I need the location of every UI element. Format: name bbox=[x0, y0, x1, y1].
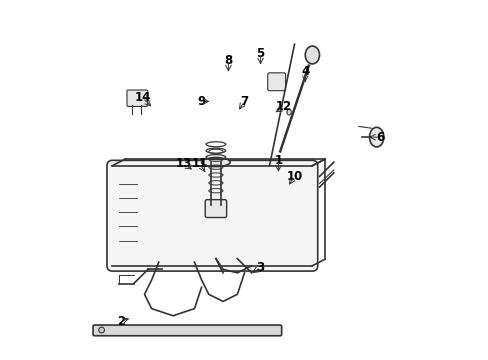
FancyBboxPatch shape bbox=[205, 200, 226, 217]
Ellipse shape bbox=[369, 127, 383, 147]
Ellipse shape bbox=[286, 109, 291, 115]
FancyBboxPatch shape bbox=[127, 90, 147, 107]
Text: 13: 13 bbox=[175, 157, 191, 170]
Text: 2: 2 bbox=[117, 315, 125, 328]
FancyBboxPatch shape bbox=[267, 73, 285, 91]
Text: 14: 14 bbox=[134, 91, 151, 104]
Text: 6: 6 bbox=[375, 131, 384, 144]
FancyBboxPatch shape bbox=[107, 160, 317, 271]
Text: 1: 1 bbox=[274, 154, 282, 167]
Text: 12: 12 bbox=[275, 100, 291, 113]
Circle shape bbox=[99, 327, 104, 333]
Ellipse shape bbox=[201, 158, 230, 167]
Text: 7: 7 bbox=[240, 95, 248, 108]
Text: 8: 8 bbox=[224, 54, 232, 67]
FancyBboxPatch shape bbox=[93, 325, 281, 336]
Text: 9: 9 bbox=[197, 95, 205, 108]
Ellipse shape bbox=[305, 46, 319, 64]
Text: 11: 11 bbox=[191, 157, 207, 170]
Text: 3: 3 bbox=[256, 261, 264, 274]
Text: 10: 10 bbox=[286, 170, 302, 183]
Text: 5: 5 bbox=[256, 47, 264, 60]
Text: 4: 4 bbox=[301, 64, 309, 77]
